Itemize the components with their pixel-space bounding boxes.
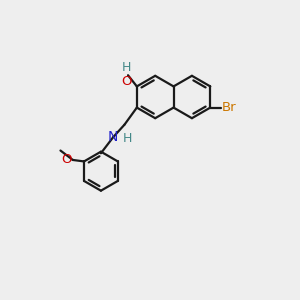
Text: H: H xyxy=(122,61,131,74)
Text: Br: Br xyxy=(222,101,236,114)
Text: O: O xyxy=(121,75,132,88)
Text: N: N xyxy=(108,130,119,144)
Text: O: O xyxy=(61,154,72,166)
Text: H: H xyxy=(123,132,132,145)
